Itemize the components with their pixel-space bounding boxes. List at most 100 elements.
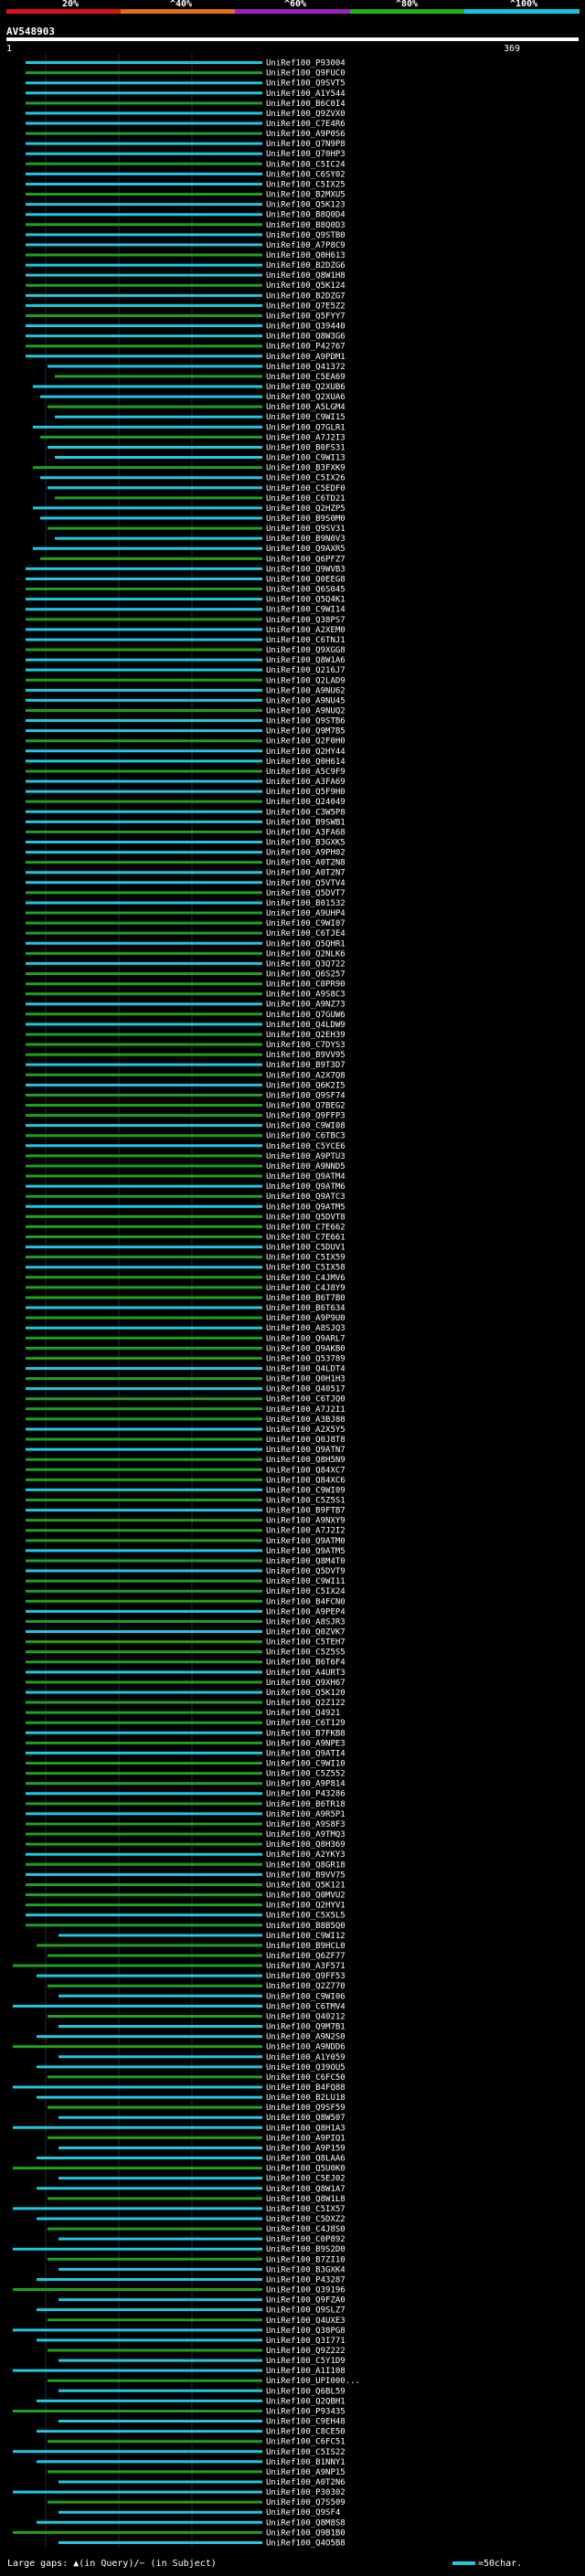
hit-label[interactable]: UniRef100_B8Q0D4 bbox=[266, 211, 346, 220]
hit-label[interactable]: UniRef100_A3FA68 bbox=[266, 828, 346, 837]
hit-label[interactable]: UniRef100_P42767 bbox=[266, 343, 346, 352]
hit-label[interactable]: UniRef100_B6TR18 bbox=[266, 1800, 346, 1809]
hit-label[interactable]: UniRef100_A2XEM0 bbox=[266, 626, 346, 635]
hit-label[interactable]: UniRef100_C6TMV4 bbox=[266, 2002, 346, 2011]
hit-label[interactable]: UniRef100_Q8W3G6 bbox=[266, 333, 346, 342]
hit-label[interactable]: UniRef100_C5IC24 bbox=[266, 160, 346, 169]
hit-label[interactable]: UniRef100_Q2HY44 bbox=[266, 747, 346, 757]
hit-label[interactable]: UniRef100_Q9SF4 bbox=[266, 2508, 340, 2518]
hit-label[interactable]: UniRef100_Q9XH67 bbox=[266, 1679, 346, 1688]
hit-label[interactable]: UniRef100_B8Q0D3 bbox=[266, 221, 346, 230]
hit-label[interactable]: UniRef100_A9NU62 bbox=[266, 686, 346, 695]
hit-label[interactable]: UniRef100_Q5K124 bbox=[266, 281, 346, 291]
hit-label[interactable]: UniRef100_Q9ATI4 bbox=[266, 1749, 346, 1758]
hit-label[interactable]: UniRef100_A3BJ88 bbox=[266, 1415, 346, 1425]
hit-label[interactable]: UniRef100_Q5DVT9 bbox=[266, 1567, 346, 1576]
hit-label[interactable]: UniRef100_Q9AKB0 bbox=[266, 1344, 346, 1353]
hit-label[interactable]: UniRef100_C5Y1D9 bbox=[266, 2357, 346, 2366]
hit-label[interactable]: UniRef100_Q5DVT8 bbox=[266, 1213, 346, 1222]
hit-label[interactable]: UniRef100_A2X7Q8 bbox=[266, 1071, 346, 1080]
hit-label[interactable]: UniRef100_B2DZG7 bbox=[266, 292, 346, 301]
hit-label[interactable]: UniRef100_Q40212 bbox=[266, 2012, 346, 2021]
hit-label[interactable]: UniRef100_Q8W1L8 bbox=[266, 2195, 346, 2204]
hit-label[interactable]: UniRef100_B7ZI10 bbox=[266, 2255, 346, 2264]
hit-label[interactable]: UniRef100_Q9SV31 bbox=[266, 525, 346, 534]
hit-label[interactable]: UniRef100_A2X5Y5 bbox=[266, 1426, 346, 1435]
hit-label[interactable]: UniRef100_B3FXK9 bbox=[266, 464, 346, 473]
hit-label[interactable]: UniRef100_C0PR90 bbox=[266, 981, 346, 990]
hit-label[interactable]: UniRef100_C5DUV1 bbox=[266, 1244, 346, 1253]
hit-label[interactable]: UniRef100_Q2LAD9 bbox=[266, 676, 346, 685]
hit-label[interactable]: UniRef100_A9NPE3 bbox=[266, 1739, 346, 1748]
hit-label[interactable]: UniRef100_Q6PFZ7 bbox=[266, 555, 346, 564]
hit-label[interactable]: UniRef100_Q6ZF77 bbox=[266, 1952, 346, 1961]
hit-label[interactable]: UniRef100_C9WI10 bbox=[266, 1760, 346, 1769]
hit-label[interactable]: UniRef100_Q9ATC3 bbox=[266, 1193, 346, 1202]
hit-label[interactable]: UniRef100_Q38PS7 bbox=[266, 616, 346, 625]
hit-label[interactable]: UniRef100_Q5FYY7 bbox=[266, 312, 346, 321]
hit-label[interactable]: UniRef100_C9WI14 bbox=[266, 606, 346, 615]
hit-label[interactable]: UniRef100_C6FC50 bbox=[266, 2073, 346, 2083]
hit-label[interactable]: UniRef100_C7E662 bbox=[266, 1223, 346, 1232]
hit-label[interactable]: UniRef100_Q7GUW6 bbox=[266, 1011, 346, 1020]
hit-label[interactable]: UniRef100_Q9FFP3 bbox=[266, 1112, 346, 1121]
hit-label[interactable]: UniRef100_C5IX26 bbox=[266, 474, 346, 483]
hit-label[interactable]: UniRef100_A9P159 bbox=[266, 2144, 346, 2153]
hit-label[interactable]: UniRef100_Q5K123 bbox=[266, 201, 346, 210]
hit-label[interactable]: UniRef100_C8CE50 bbox=[266, 2428, 346, 2437]
hit-label[interactable]: UniRef100_A9NUQ2 bbox=[266, 706, 346, 716]
hit-label[interactable]: UniRef100_Q9ATM4 bbox=[266, 1172, 346, 1182]
hit-label[interactable]: UniRef100_C5X5L5 bbox=[266, 1912, 346, 1921]
hit-label[interactable]: UniRef100_A0T2N8 bbox=[266, 859, 346, 868]
hit-label[interactable]: UniRef100_Q9B1B0 bbox=[266, 2528, 346, 2538]
hit-label[interactable]: UniRef100_Q7GLR1 bbox=[266, 423, 346, 432]
hit-label[interactable]: UniRef100_A9N2S0 bbox=[266, 2033, 346, 2042]
hit-label[interactable]: UniRef100_B0FS31 bbox=[266, 443, 346, 452]
hit-label[interactable]: UniRef100_B2DZG6 bbox=[266, 261, 346, 270]
hit-label[interactable]: UniRef100_Q5DVT7 bbox=[266, 889, 346, 898]
hit-label[interactable]: UniRef100_Q7S509 bbox=[266, 2498, 346, 2507]
hit-label[interactable]: UniRef100_A9UHP4 bbox=[266, 909, 346, 918]
hit-label[interactable]: UniRef100_Q9SF59 bbox=[266, 2104, 346, 2113]
hit-label[interactable]: UniRef100_Q9M7B5 bbox=[266, 727, 346, 737]
hit-label[interactable]: UniRef100_Q8W507 bbox=[266, 2114, 346, 2123]
hit-label[interactable]: UniRef100_Q4UXE3 bbox=[266, 2316, 346, 2326]
hit-label[interactable]: UniRef100_B9HCL0 bbox=[266, 1942, 346, 1951]
hit-label[interactable]: UniRef100_C9WI12 bbox=[266, 1932, 346, 1941]
hit-label[interactable]: UniRef100_C6TJQ0 bbox=[266, 1395, 346, 1405]
hit-label[interactable]: UniRef100_Q9FUC0 bbox=[266, 69, 346, 79]
hit-label[interactable]: UniRef100_B9S0M0 bbox=[266, 514, 346, 524]
hit-label[interactable]: UniRef100_Q2HYV1 bbox=[266, 1902, 346, 1911]
hit-label[interactable]: UniRef100_Q5VTV4 bbox=[266, 879, 346, 888]
hit-label[interactable]: UniRef100_A9NP15 bbox=[266, 2468, 346, 2477]
hit-label[interactable]: UniRef100_Q9ATM6 bbox=[266, 1182, 346, 1192]
hit-label[interactable]: UniRef100_Q9STB6 bbox=[266, 717, 346, 726]
hit-label[interactable]: UniRef100_Q4921 bbox=[266, 1709, 340, 1718]
hit-label[interactable]: UniRef100_Q4O5B8 bbox=[266, 2539, 346, 2548]
hit-label[interactable]: UniRef100_Q8H369 bbox=[266, 1840, 346, 1850]
hit-label[interactable]: UniRef100_C5EDF0 bbox=[266, 484, 346, 493]
hit-label[interactable]: UniRef100_Q8H1A3 bbox=[266, 2124, 346, 2133]
hit-label[interactable]: UniRef100_A9P814 bbox=[266, 1780, 346, 1789]
hit-label[interactable]: UniRef100_A9TMQ3 bbox=[266, 1830, 346, 1839]
hit-label[interactable]: UniRef100_C7E4R6 bbox=[266, 120, 346, 129]
hit-label[interactable]: UniRef100_Q5U0K0 bbox=[266, 2165, 346, 2174]
hit-label[interactable]: UniRef100_B9FTB7 bbox=[266, 1507, 346, 1516]
hit-label[interactable]: UniRef100_Q7E5Z2 bbox=[266, 302, 346, 311]
hit-label[interactable]: UniRef100_Q9STB0 bbox=[266, 231, 346, 240]
hit-label[interactable]: UniRef100_Q2QBH1 bbox=[266, 2397, 346, 2406]
hit-label[interactable]: UniRef100_P43286 bbox=[266, 1790, 346, 1799]
hit-label[interactable]: UniRef100_A9PDM1 bbox=[266, 353, 346, 362]
hit-label[interactable]: UniRef100_Q9ATM5 bbox=[266, 1547, 346, 1556]
hit-label[interactable]: UniRef100_C5YCE6 bbox=[266, 1142, 346, 1151]
hit-label[interactable]: UniRef100_B8B5Q0 bbox=[266, 1922, 346, 1931]
hit-label[interactable]: UniRef100_A2YKY3 bbox=[266, 1850, 346, 1860]
hit-label[interactable]: UniRef100_A4URT3 bbox=[266, 1669, 346, 1678]
hit-label[interactable]: UniRef100_A9NDD6 bbox=[266, 2043, 346, 2052]
hit-label[interactable]: UniRef100_C7DYS3 bbox=[266, 1041, 346, 1050]
hit-label[interactable]: UniRef100_C5IX59 bbox=[266, 1254, 346, 1263]
hit-label[interactable]: UniRef100_A5LGM4 bbox=[266, 403, 346, 412]
hit-label[interactable]: UniRef100_Q8H5N9 bbox=[266, 1456, 346, 1465]
hit-label[interactable]: UniRef100_A9P9U0 bbox=[266, 1314, 346, 1323]
hit-label[interactable]: UniRef100_A3FA69 bbox=[266, 778, 346, 787]
